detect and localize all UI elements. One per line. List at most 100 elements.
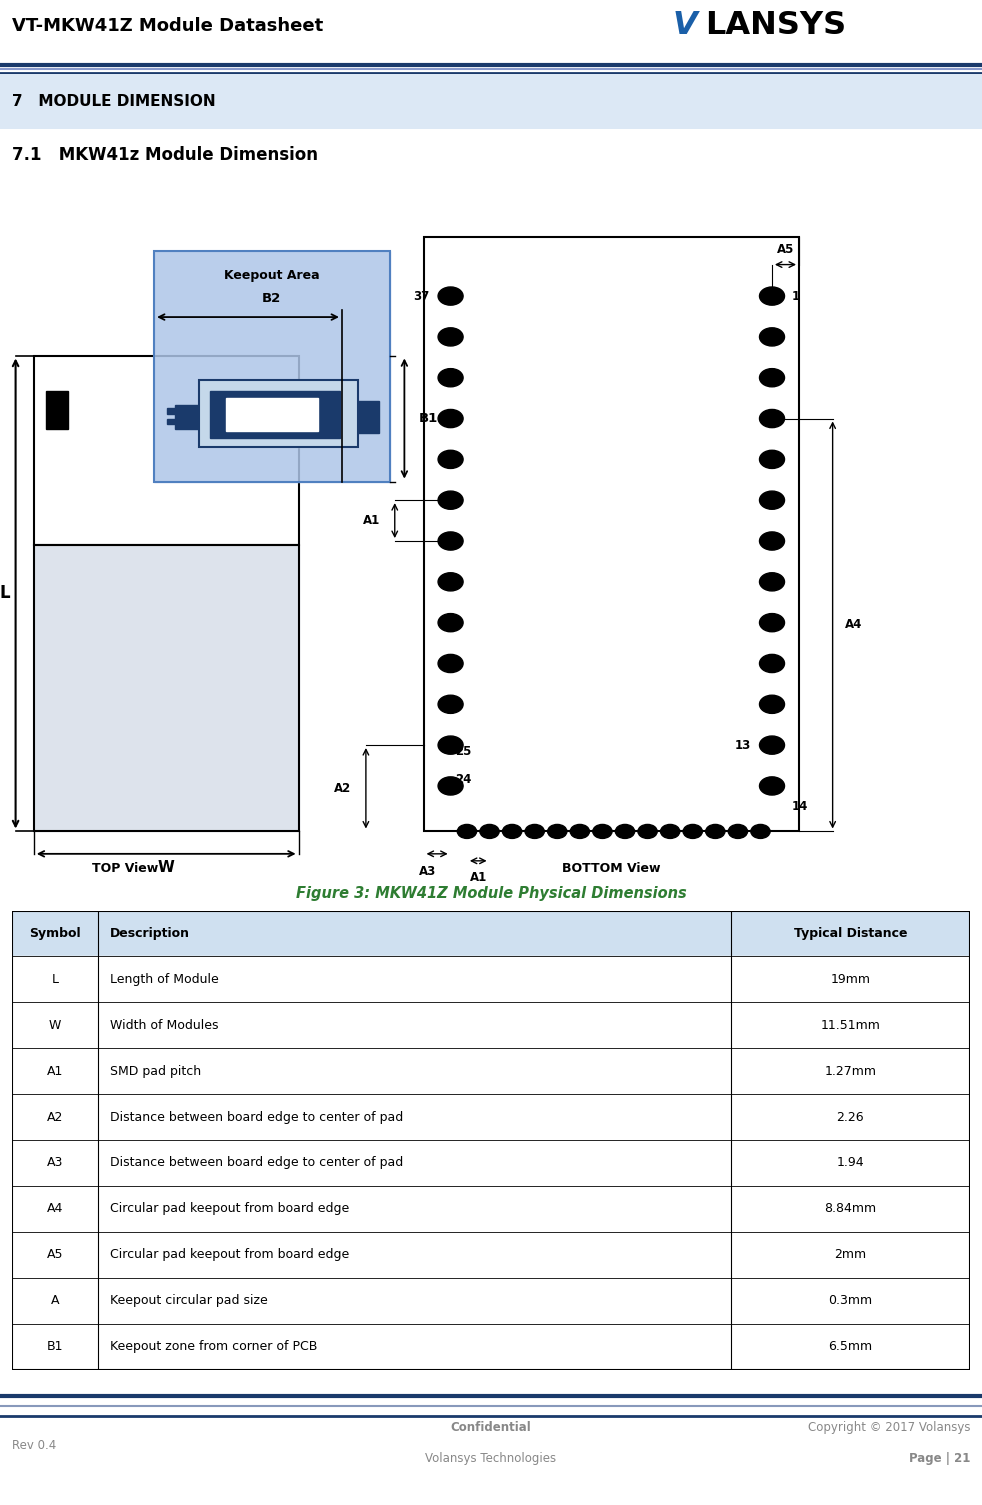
Circle shape bbox=[759, 287, 785, 306]
Bar bbox=[176, 405, 199, 429]
Text: W: W bbox=[158, 861, 175, 876]
Text: Volansys Technologies: Volansys Technologies bbox=[425, 1452, 557, 1464]
Circle shape bbox=[759, 736, 785, 754]
Text: A2: A2 bbox=[334, 781, 352, 795]
Bar bbox=[33, 545, 299, 831]
Text: Circular pad keepout from board edge: Circular pad keepout from board edge bbox=[110, 1248, 349, 1261]
Bar bbox=[167, 418, 178, 424]
Circle shape bbox=[438, 655, 464, 673]
Bar bbox=[358, 400, 379, 432]
Circle shape bbox=[525, 825, 544, 838]
Circle shape bbox=[458, 825, 476, 838]
Text: 1.94: 1.94 bbox=[837, 1156, 864, 1169]
Text: Page | 21: Page | 21 bbox=[908, 1452, 970, 1464]
Circle shape bbox=[616, 825, 634, 838]
Bar bbox=[12, 1047, 970, 1094]
Text: A: A bbox=[51, 1294, 59, 1308]
Bar bbox=[33, 545, 299, 831]
Text: A1: A1 bbox=[469, 871, 487, 885]
Text: Length of Module: Length of Module bbox=[110, 972, 218, 986]
Text: V: V bbox=[673, 11, 697, 41]
Circle shape bbox=[759, 491, 785, 509]
Bar bbox=[199, 381, 358, 447]
Text: A1: A1 bbox=[363, 515, 380, 527]
Circle shape bbox=[759, 614, 785, 632]
Bar bbox=[12, 1002, 970, 1047]
Text: Width of Modules: Width of Modules bbox=[110, 1019, 218, 1032]
Text: 1.27mm: 1.27mm bbox=[825, 1064, 876, 1078]
Text: Distance between board edge to center of pad: Distance between board edge to center of… bbox=[110, 1111, 403, 1124]
Text: LANSYS: LANSYS bbox=[705, 11, 846, 41]
Text: 37: 37 bbox=[413, 289, 429, 303]
Circle shape bbox=[759, 695, 785, 713]
Text: 1: 1 bbox=[791, 289, 799, 303]
Bar bbox=[12, 1231, 970, 1278]
Bar bbox=[12, 1141, 970, 1186]
Bar bbox=[33, 355, 299, 545]
Circle shape bbox=[503, 825, 521, 838]
Text: Copyright © 2017 Volansys: Copyright © 2017 Volansys bbox=[808, 1421, 970, 1434]
Circle shape bbox=[759, 409, 785, 427]
Circle shape bbox=[759, 531, 785, 551]
Circle shape bbox=[438, 736, 464, 754]
Text: Symbol: Symbol bbox=[29, 927, 81, 941]
Circle shape bbox=[438, 614, 464, 632]
Text: VT-MKW41Z Module Datasheet: VT-MKW41Z Module Datasheet bbox=[12, 17, 323, 35]
Circle shape bbox=[759, 369, 785, 387]
Text: 24: 24 bbox=[456, 774, 471, 786]
Bar bbox=[154, 250, 390, 482]
Text: A2: A2 bbox=[47, 1111, 63, 1124]
Text: Distance between board edge to center of pad: Distance between board edge to center of… bbox=[110, 1156, 403, 1169]
Circle shape bbox=[593, 825, 612, 838]
Circle shape bbox=[438, 328, 464, 346]
Bar bbox=[12, 957, 970, 1002]
Text: 19mm: 19mm bbox=[831, 972, 870, 986]
Circle shape bbox=[438, 531, 464, 551]
Text: W: W bbox=[49, 1019, 61, 1032]
Circle shape bbox=[438, 369, 464, 387]
Text: B1: B1 bbox=[418, 412, 438, 424]
Text: SMD pad pitch: SMD pad pitch bbox=[110, 1064, 200, 1078]
Text: Description: Description bbox=[110, 927, 190, 941]
Text: L: L bbox=[0, 584, 11, 602]
Circle shape bbox=[729, 825, 747, 838]
Bar bbox=[12, 1278, 970, 1324]
Bar bbox=[12, 911, 970, 957]
Text: A3: A3 bbox=[47, 1156, 63, 1169]
Text: A5: A5 bbox=[47, 1248, 63, 1261]
Circle shape bbox=[661, 825, 680, 838]
Text: 6.5mm: 6.5mm bbox=[829, 1339, 872, 1353]
Text: L: L bbox=[51, 972, 58, 986]
Circle shape bbox=[438, 573, 464, 591]
Text: Keepout Area: Keepout Area bbox=[224, 268, 319, 281]
Text: Figure 3: MKW41Z Module Physical Dimensions: Figure 3: MKW41Z Module Physical Dimensi… bbox=[296, 886, 686, 901]
Circle shape bbox=[438, 450, 464, 468]
Text: 7.1   MKW41z Module Dimension: 7.1 MKW41z Module Dimension bbox=[12, 146, 318, 164]
Bar bbox=[46, 390, 68, 429]
Text: TOP View: TOP View bbox=[92, 862, 158, 874]
Circle shape bbox=[438, 777, 464, 795]
Bar bbox=[199, 381, 358, 447]
Circle shape bbox=[759, 328, 785, 346]
Bar bbox=[210, 391, 340, 438]
Text: BOTTOM View: BOTTOM View bbox=[562, 862, 661, 874]
Circle shape bbox=[571, 825, 589, 838]
Text: A4: A4 bbox=[846, 619, 862, 632]
Circle shape bbox=[438, 287, 464, 306]
Text: 11.51mm: 11.51mm bbox=[821, 1019, 880, 1032]
Text: B2: B2 bbox=[262, 292, 281, 306]
Circle shape bbox=[683, 825, 702, 838]
Text: A3: A3 bbox=[419, 865, 436, 877]
Circle shape bbox=[706, 825, 725, 838]
Circle shape bbox=[759, 655, 785, 673]
Circle shape bbox=[438, 409, 464, 427]
Text: Confidential: Confidential bbox=[451, 1421, 531, 1434]
Text: 25: 25 bbox=[456, 745, 471, 759]
Bar bbox=[423, 236, 799, 831]
Text: Circular pad keepout from board edge: Circular pad keepout from board edge bbox=[110, 1202, 349, 1216]
Bar bbox=[12, 1094, 970, 1141]
Bar bbox=[154, 250, 390, 482]
Bar bbox=[167, 408, 178, 414]
Text: Rev 0.4: Rev 0.4 bbox=[12, 1439, 56, 1452]
Text: 2.26: 2.26 bbox=[837, 1111, 864, 1124]
